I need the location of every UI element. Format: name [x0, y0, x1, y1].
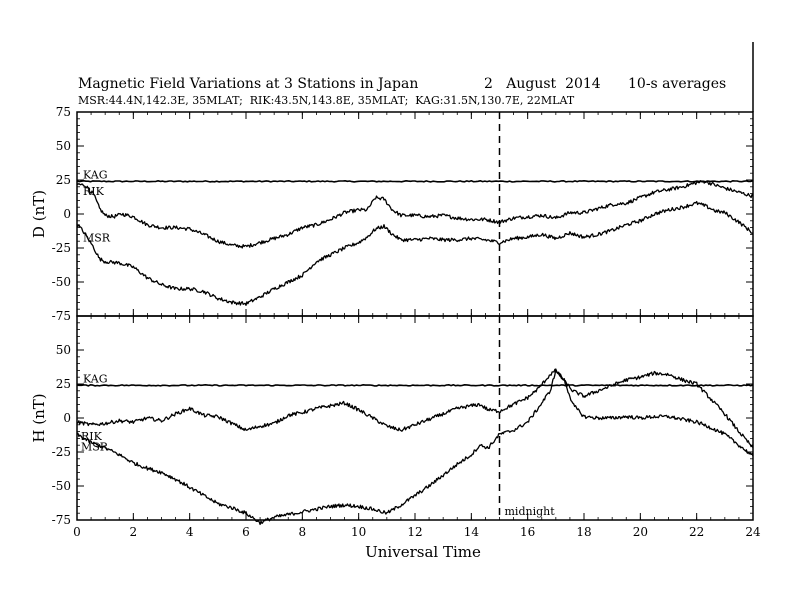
series-label-msr: MSR [83, 232, 111, 245]
series-label-kag: KAG [83, 168, 108, 181]
ytick-label: 25 [56, 377, 71, 391]
chart-stations: MSR:44.4N,142.3E, 35MLAT; RIK:43.5N,143.… [78, 94, 575, 107]
xtick-label: 20 [633, 525, 648, 539]
xtick-label: 24 [745, 525, 761, 539]
h-panel-ylabel: H (nT) [30, 393, 48, 442]
series-line-rik-d [76, 180, 754, 249]
xtick-label: 14 [464, 525, 480, 539]
chart-averaging: 10-s averages [628, 76, 726, 92]
series-label-kag: KAG [83, 372, 108, 385]
series-layer [76, 180, 754, 526]
series-line-rik-h [76, 368, 754, 449]
xtick-label: 6 [242, 525, 250, 539]
xtick-label: 12 [407, 525, 422, 539]
ytick-label: 25 [56, 173, 71, 187]
xtick-label: 0 [73, 525, 81, 539]
xtick-label: 4 [186, 525, 194, 539]
ytick-label: 0 [63, 411, 71, 425]
ytick-label: -25 [52, 445, 71, 459]
chart-date: 2 August 2014 [484, 76, 601, 92]
ytick-label: -50 [52, 275, 71, 289]
midnight-label: midnight [505, 505, 556, 518]
d-panel-ylabel: D (nT) [30, 190, 48, 238]
ytick-label: 0 [63, 207, 71, 221]
xtick-label: 22 [689, 525, 704, 539]
series-label-rik: RIK [81, 430, 103, 443]
x-axis-label: Universal Time [365, 543, 481, 561]
ytick-label: -75 [52, 513, 71, 527]
series-label-msr: MSR [81, 440, 109, 453]
ytick-label: -25 [52, 241, 71, 255]
series-line-kag-h [76, 383, 754, 387]
xtick-label: 16 [520, 525, 535, 539]
chart-title: Magnetic Field Variations at 3 Stations … [78, 76, 418, 92]
ytick-label: -50 [52, 479, 71, 493]
series-label-rik: RIK [83, 185, 105, 198]
ytick-label: 50 [56, 139, 71, 153]
xtick-label: 10 [351, 525, 366, 539]
series-line-msr-d [76, 200, 754, 306]
ytick-label: 75 [56, 105, 71, 119]
series-line-kag-d [76, 180, 754, 183]
xtick-label: 18 [576, 525, 591, 539]
series-line-msr-h [76, 368, 754, 526]
ytick-label: 50 [56, 343, 71, 357]
ytick-label: -75 [52, 309, 71, 323]
xtick-label: 8 [299, 525, 307, 539]
xtick-label: 2 [130, 525, 138, 539]
